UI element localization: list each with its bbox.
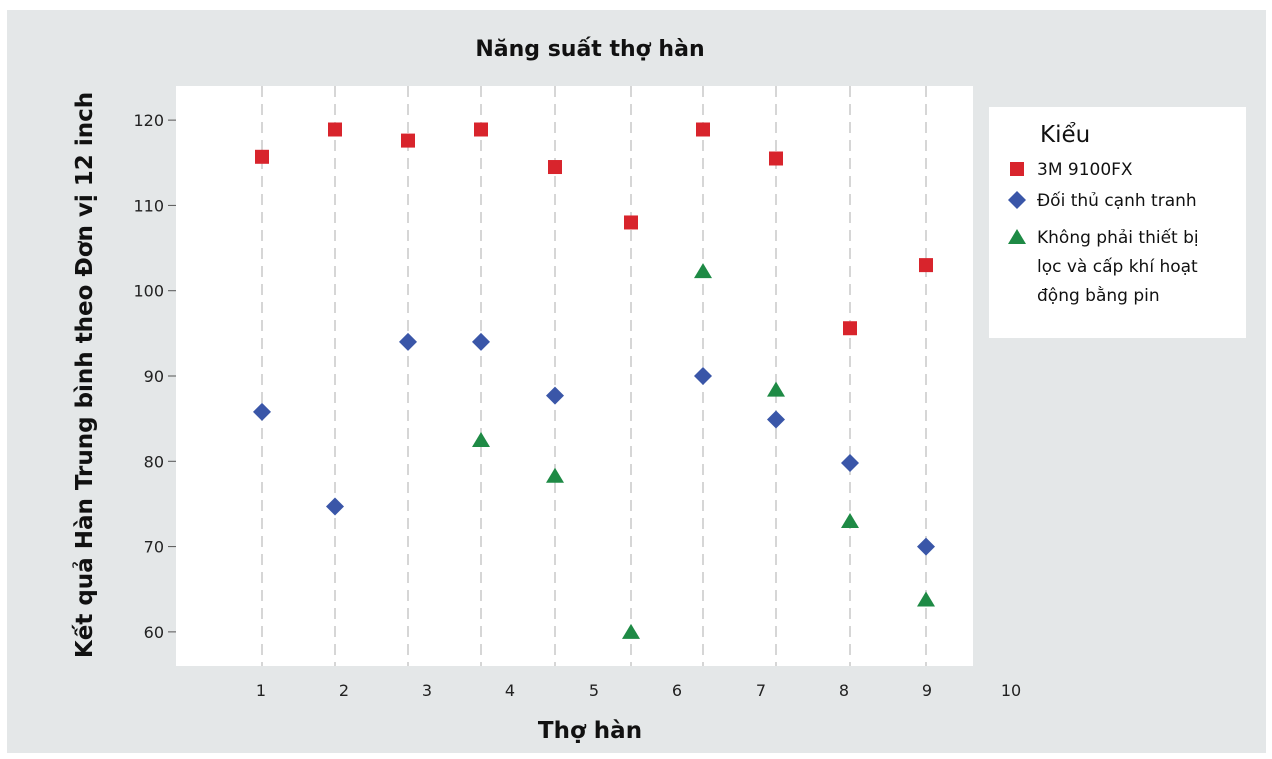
chart-title: Năng suất thợ hàn <box>475 37 704 62</box>
series-2-point <box>326 497 344 516</box>
legend-label-3: Không phải thiết bị <box>1037 227 1199 248</box>
y-tick-label: 90 <box>144 367 164 386</box>
data-points <box>253 122 935 639</box>
x-tick-label: 9 <box>922 681 932 700</box>
y-tick-label: 80 <box>144 452 164 471</box>
x-axis-ticks: 1 2 3 4 5 6 7 8 9 10 <box>256 681 1021 700</box>
legend-marker-1 <box>1010 162 1024 176</box>
x-tick-label: 3 <box>422 681 432 700</box>
series-2-point <box>546 386 564 405</box>
y-tick-label: 60 <box>144 623 164 642</box>
legend: Kiểu 3M 9100FX Đối thủ cạnh tranh Không ph… <box>989 107 1246 338</box>
x-tick-label: 8 <box>839 681 849 700</box>
series-3-point <box>917 591 935 607</box>
plot-area <box>176 86 973 666</box>
series-3-point <box>841 513 859 528</box>
series-1-point <box>843 321 857 336</box>
series-3-point <box>622 623 640 639</box>
x-tick-label: 7 <box>756 681 766 700</box>
legend-marker-2 <box>1008 191 1026 209</box>
y-axis-title: Kết quả Hàn Trung bình theo Đơn vị 12 in… <box>71 92 98 658</box>
series-3-point <box>694 263 712 279</box>
legend-label-1: 3M 9100FX <box>1037 160 1133 180</box>
y-tick-label: 70 <box>144 538 164 557</box>
series-2-point <box>472 332 490 351</box>
scatter-chart: 60 70 80 90 100 110 120 1 2 3 4 5 6 7 8 9 10 Năng suất … <box>71 37 1246 744</box>
series-1-point <box>255 149 269 164</box>
x-tick-label: 5 <box>589 681 599 700</box>
series-1-point <box>474 122 488 137</box>
y-axis-ticks: 60 70 80 90 100 110 120 <box>133 111 176 642</box>
legend-entries: 3M 9100FX Đối thủ cạnh tranh Không phải th… <box>1008 160 1199 306</box>
x-tick-label: 2 <box>339 681 349 700</box>
series-3-point <box>546 467 564 483</box>
series-1-point <box>328 122 342 137</box>
legend-title: Kiểu <box>1040 122 1090 148</box>
y-tick-label: 110 <box>133 196 164 215</box>
x-tick-label: 1 <box>256 681 266 700</box>
chart-frame: 60 70 80 90 100 110 120 1 2 3 4 5 6 7 8 9 10 Năng suất … <box>7 10 1266 753</box>
series-1-point <box>401 133 415 148</box>
legend-label-2: Đối thủ cạnh tranh <box>1037 190 1197 211</box>
x-tick-label: 4 <box>505 681 515 700</box>
legend-marker-3 <box>1008 229 1026 244</box>
series-1-point <box>548 160 562 175</box>
series-1-point <box>769 151 783 166</box>
x-axis-title: Thợ hàn <box>538 718 642 744</box>
series-2-point <box>841 454 859 472</box>
x-tick-label: 10 <box>1001 681 1021 700</box>
series-2-point <box>253 402 271 421</box>
x-tick-label: 6 <box>672 681 682 700</box>
y-tick-label: 120 <box>133 111 164 130</box>
y-tick-label: 100 <box>133 282 164 301</box>
legend-label-3: lọc và cấp khí hoạt <box>1037 256 1198 277</box>
series-2-point <box>767 410 785 429</box>
series-1-point <box>919 258 933 273</box>
series-3-point <box>472 431 490 447</box>
series-2-point <box>917 537 935 556</box>
legend-box <box>989 107 1246 338</box>
legend-label-3: động bằng pin <box>1037 285 1160 306</box>
series-2-point <box>399 332 417 351</box>
series-1-point <box>624 215 638 230</box>
series-2-point <box>694 367 712 385</box>
series-3-point <box>767 381 785 397</box>
series-1-point <box>696 122 710 137</box>
